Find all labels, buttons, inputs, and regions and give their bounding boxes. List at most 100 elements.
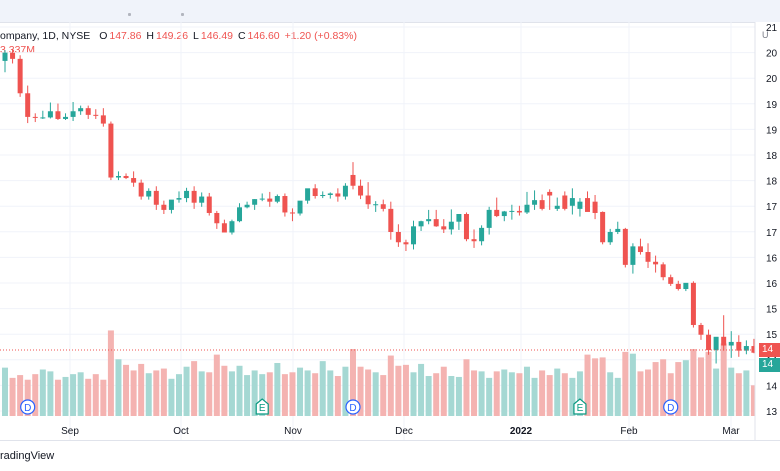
volume-bar xyxy=(244,375,251,416)
y-tick-label: 13 xyxy=(766,407,778,418)
volume-bar xyxy=(523,366,530,416)
candle-body xyxy=(93,114,99,116)
candle-body xyxy=(305,188,311,201)
volume-bar xyxy=(667,373,674,416)
volume-bar xyxy=(607,372,614,416)
volume-bar xyxy=(463,359,470,416)
y-tick-label: 19 xyxy=(766,100,778,111)
volume-bar xyxy=(486,377,493,416)
y-tick-label: 16 xyxy=(766,253,778,264)
volume-bar xyxy=(380,375,387,416)
candle-body xyxy=(675,283,681,290)
candle-body xyxy=(539,200,545,209)
dividend-marker-icon xyxy=(20,399,36,415)
footer: radingView xyxy=(0,440,780,471)
candle-body xyxy=(751,346,757,353)
candle-body xyxy=(600,211,606,243)
volume-bar xyxy=(614,377,621,416)
volume-bar xyxy=(213,354,220,416)
volume-bar xyxy=(531,377,538,416)
price-chart[interactable]: D E D E D 21 20 20 19 19 18 18 17 17 16 16 15 15 14 14 13 U Se… xyxy=(0,22,780,440)
candle-body xyxy=(199,196,205,203)
volume-bar xyxy=(62,376,69,416)
dividend-marker-icon xyxy=(663,399,679,415)
candle-body xyxy=(184,190,190,199)
top-toolbar xyxy=(0,0,780,23)
candle-body xyxy=(40,117,46,119)
candle-body xyxy=(388,208,394,232)
volume-bar xyxy=(319,361,326,416)
volume-bar xyxy=(735,373,742,416)
event-marker-label: D xyxy=(667,403,674,414)
volume-bar xyxy=(236,365,243,416)
volume-bar xyxy=(92,374,99,416)
volume-bar xyxy=(682,360,689,416)
toolbar-dot xyxy=(128,13,131,16)
volume-bar xyxy=(410,372,417,416)
legend-close: 146.60 xyxy=(247,30,280,42)
x-tick-label: 2022 xyxy=(510,426,533,437)
candle-body xyxy=(32,116,38,118)
candle-body xyxy=(456,214,462,222)
volume-bar xyxy=(312,373,319,416)
event-marker-label: E xyxy=(259,403,266,414)
volume-bar xyxy=(123,364,130,416)
candle-body xyxy=(532,200,538,205)
candle-body xyxy=(743,346,749,351)
volume-bar xyxy=(334,376,341,416)
volume-bar xyxy=(281,374,288,416)
volume-bar xyxy=(622,351,629,416)
volume-bar xyxy=(304,370,311,416)
volume-bar xyxy=(516,373,523,416)
candle-body xyxy=(706,334,712,351)
candle-body xyxy=(395,231,401,243)
x-tick-label: Mar xyxy=(722,426,740,437)
candle-body xyxy=(668,277,674,284)
y-tick-label: 20 xyxy=(766,49,778,60)
volume-bar xyxy=(175,374,182,416)
volume-bar xyxy=(342,366,349,416)
volume-bar xyxy=(191,361,198,416)
volume-bar xyxy=(168,378,175,416)
candle-body xyxy=(176,198,182,200)
candle-body xyxy=(509,210,515,212)
volume-bar xyxy=(24,379,31,416)
volume-bar xyxy=(433,373,440,416)
volume-bar xyxy=(690,349,697,416)
candle-body xyxy=(168,199,174,210)
volume-bar xyxy=(349,349,356,416)
candle-body xyxy=(327,193,333,195)
candle-body xyxy=(47,111,53,118)
x-tick-label: Oct xyxy=(173,426,189,437)
candle-body xyxy=(736,341,742,351)
candle-body xyxy=(252,199,258,205)
volume-bar xyxy=(357,366,364,416)
y-tick-label: 15 xyxy=(766,330,778,341)
candle-body xyxy=(274,196,280,202)
volume-bar xyxy=(54,379,61,416)
candle-body xyxy=(577,201,583,209)
volume-bar xyxy=(561,373,568,416)
volume-bar xyxy=(697,357,704,416)
earnings-marker-icon xyxy=(573,398,587,415)
volume-bar xyxy=(743,370,750,416)
volume-bar xyxy=(713,368,720,416)
candle-body xyxy=(70,111,76,117)
volume-bar xyxy=(645,369,652,416)
legend-title: ompany, 1D, NYSE xyxy=(0,30,91,42)
y-tick-label: 20 xyxy=(766,74,778,85)
candle-body xyxy=(524,204,530,213)
candle-body xyxy=(721,336,727,346)
earnings-marker-icon xyxy=(255,398,269,415)
volume-bar xyxy=(297,367,304,416)
volume-bar xyxy=(130,370,137,416)
event-marker: D xyxy=(663,399,679,415)
legend-close-label: C xyxy=(237,30,246,42)
brand-label[interactable]: radingView xyxy=(0,450,55,462)
candle-body xyxy=(471,239,477,242)
volume-bar xyxy=(387,355,394,416)
event-marker: D xyxy=(345,399,361,415)
candle-body xyxy=(115,175,121,178)
volume-bar xyxy=(9,377,16,416)
candle-body xyxy=(713,336,719,351)
